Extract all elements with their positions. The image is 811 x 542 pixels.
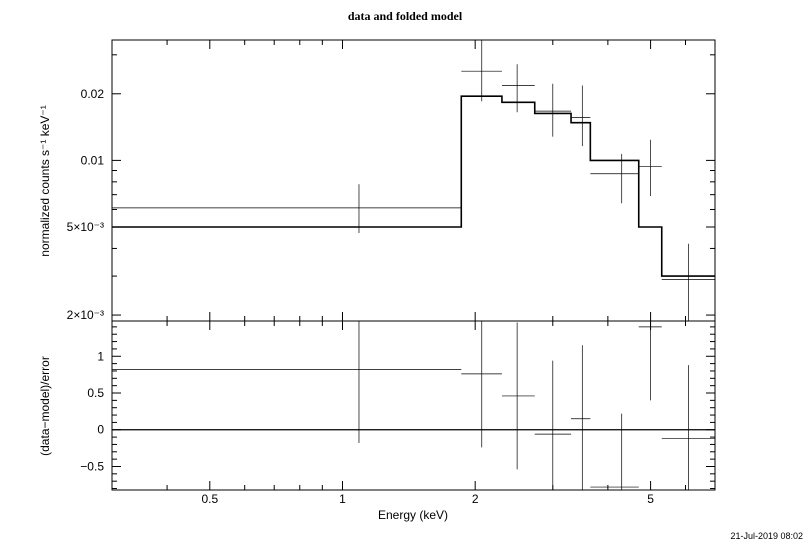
spectrum-data-point [112,184,462,233]
y-tick-label: −0.5 [80,459,104,473]
y-tick-label: 2×10⁻³ [67,308,104,322]
residual-data [112,321,715,490]
residual-data-point [461,321,502,448]
residual-data-point [661,365,715,490]
spectrum-frame [111,39,716,322]
x-axis: 0.5 1 2 5 [111,40,716,506]
spectrum-data-point [501,64,535,113]
spectrum-panel: 2×10⁻³ 5×10⁻³ 0.01 0.02 [67,39,716,322]
y-tick-label: 0.5 [87,386,104,400]
residual-data-point [501,322,535,470]
model-line [112,95,715,277]
chart-title: data and folded model [348,9,463,23]
spectrum-data [112,40,715,321]
timestamp: 21-Jul-2019 08:02 [730,531,803,541]
x-tick-label: 0.5 [201,492,218,506]
spectrum-data-point [661,243,715,321]
residual-frame [111,320,716,491]
y-tick-label: 1 [97,349,104,363]
y-tick-label: 5×10⁻³ [67,220,104,234]
residual-data-point [571,345,591,490]
spectrum-data-point [590,153,639,204]
y-tick-label: 0.01 [81,153,105,167]
residual-data-point [590,413,639,490]
spectrum-data-point [534,83,572,137]
y-tick-label: 0.02 [81,87,105,101]
y-axis-label-spectrum: normalized counts s⁻¹ keV⁻¹ [38,105,52,256]
residual-data-point [112,321,462,443]
x-axis-label: Energy (keV) [378,508,448,522]
x-tick-label: 1 [339,492,346,506]
x-tick-label: 2 [472,492,479,506]
residual-data-point [534,360,572,490]
x-tick-label: 5 [647,492,654,506]
residual-panel: −0.5 0 0.5 1 [80,320,716,491]
y-axis-label-residuals: (data−model)/error [38,356,52,456]
spectrum-data-point [461,40,502,102]
spectrum-data-point [571,85,591,147]
spectrum-data-point [638,139,662,197]
y-tick-label: 0 [97,423,104,437]
